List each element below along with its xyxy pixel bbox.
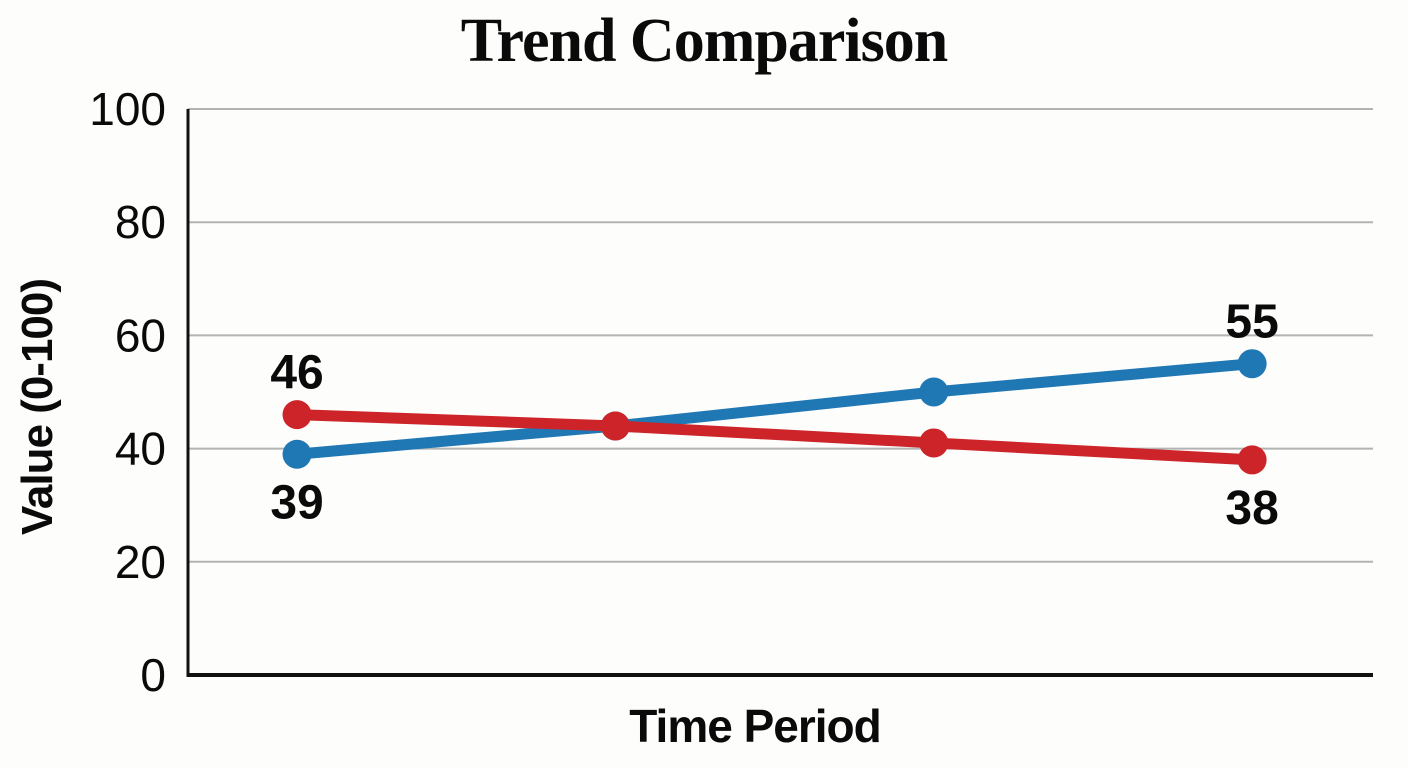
y-tick-label-60: 60 bbox=[115, 309, 166, 361]
y-tick-label-20: 20 bbox=[115, 536, 166, 588]
y-tick-label-100: 100 bbox=[89, 83, 166, 135]
series-falling-red-point-1 bbox=[600, 411, 630, 441]
series-rising-blue-value-label-0: 39 bbox=[270, 476, 323, 529]
series-rising-blue-line bbox=[291, 358, 1258, 460]
y-tick-label-0: 0 bbox=[140, 649, 166, 701]
series-rising-blue-point-0 bbox=[282, 439, 312, 469]
series-falling-red-point-2 bbox=[919, 428, 949, 458]
series-falling-red-point-0 bbox=[282, 400, 312, 430]
series-falling-red-value-label-3: 38 bbox=[1225, 482, 1278, 535]
y-tick-label-40: 40 bbox=[115, 423, 166, 475]
series-rising-blue-point-2 bbox=[919, 377, 949, 407]
series-rising-blue-value-label-3: 55 bbox=[1225, 296, 1278, 349]
chart-title: Trend Comparison bbox=[460, 7, 948, 75]
y-tick-label-80: 80 bbox=[115, 196, 166, 248]
series-rising-blue-point-3 bbox=[1237, 349, 1267, 379]
x-axis-label: Time Period bbox=[629, 700, 881, 752]
series-falling-red-point-3 bbox=[1237, 445, 1267, 475]
series-falling-red-line bbox=[291, 409, 1258, 466]
series-falling-red-value-label-0: 46 bbox=[270, 347, 323, 400]
